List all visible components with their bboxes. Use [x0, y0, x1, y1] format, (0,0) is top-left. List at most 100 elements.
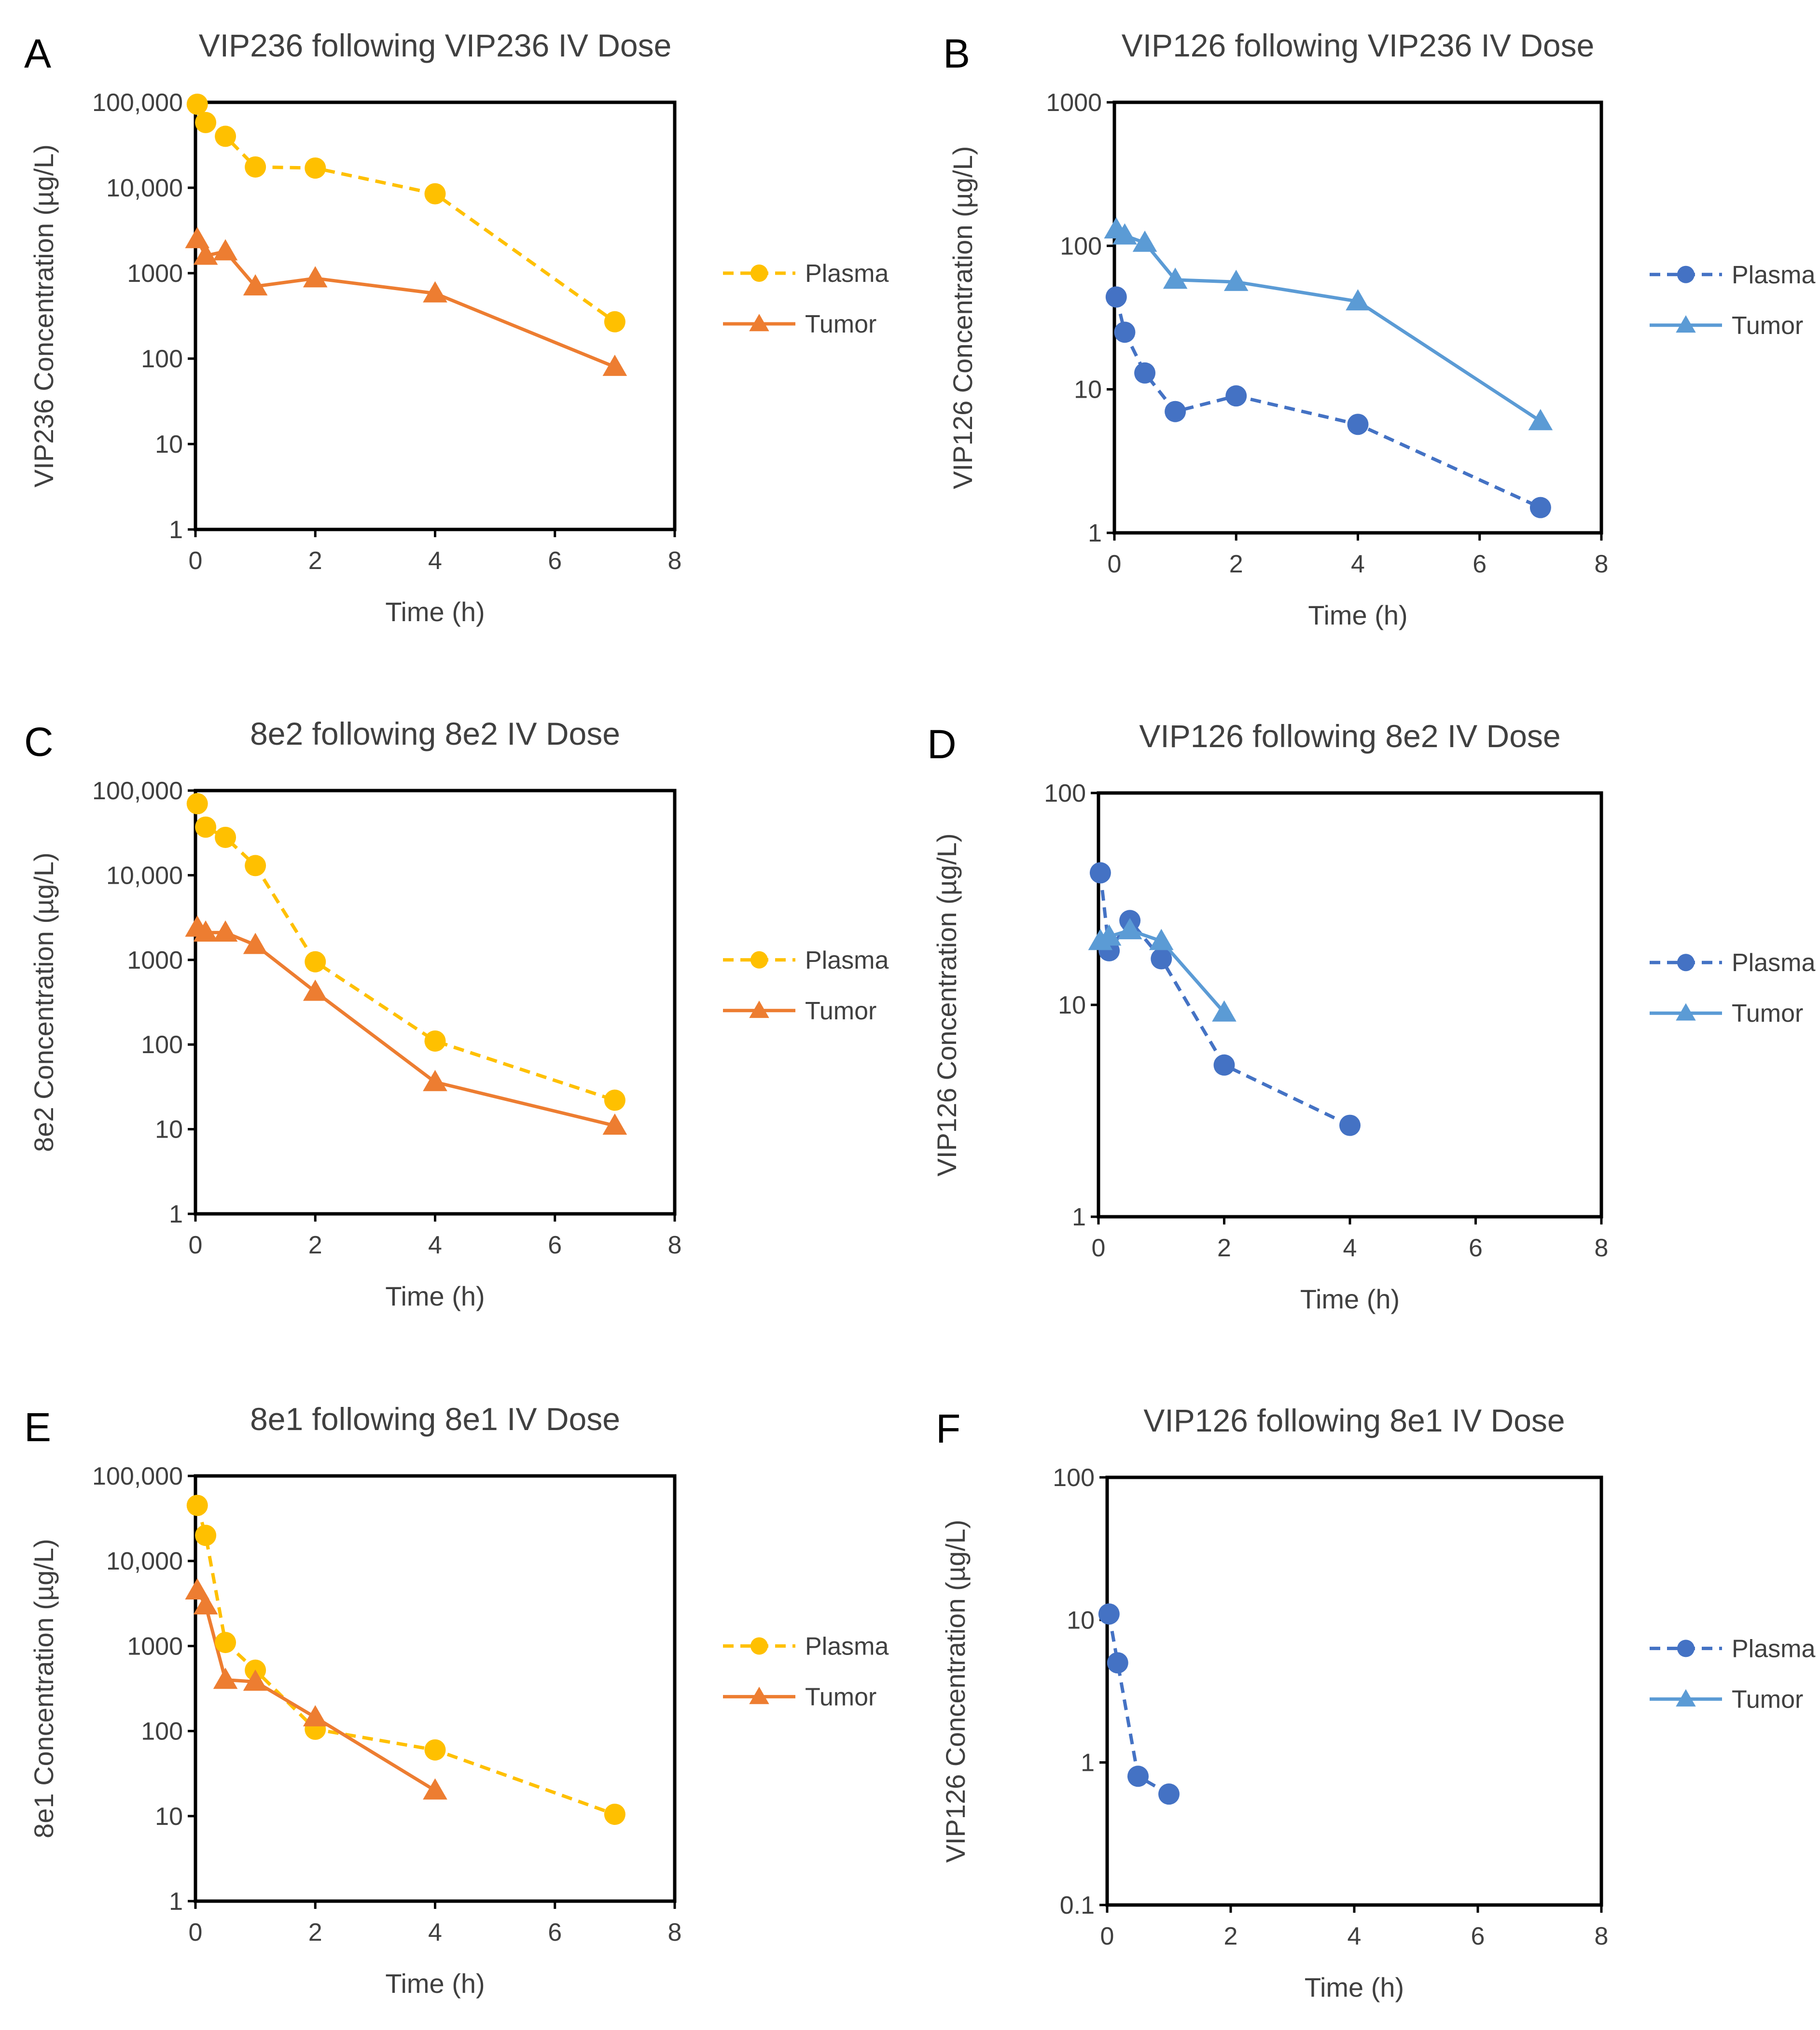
y-tick-label: 1000 — [127, 946, 183, 974]
data-point-plasma — [424, 183, 446, 205]
y-tick-label: 1 — [169, 516, 183, 544]
data-point-plasma — [1529, 497, 1551, 518]
panel-letter: D — [927, 722, 957, 767]
legend-label-plasma: Plasma — [1732, 1635, 1815, 1663]
data-point-plasma — [604, 311, 625, 333]
panel-letter: E — [24, 1404, 51, 1450]
data-point-tumor — [1223, 269, 1249, 291]
legend-marker-plasma — [750, 264, 768, 282]
x-axis-title: Time (h) — [385, 597, 485, 627]
x-axis-title: Time (h) — [1308, 600, 1407, 630]
data-point-plasma — [186, 793, 208, 815]
y-tick-label: 100,000 — [92, 1462, 183, 1490]
data-point-tumor — [303, 266, 328, 288]
data-point-plasma — [1105, 286, 1127, 308]
x-tick-label: 4 — [1343, 1234, 1357, 1262]
x-tick-label: 2 — [308, 547, 322, 575]
y-tick-label: 100 — [1044, 779, 1086, 807]
data-point-plasma — [186, 93, 208, 115]
legend-label-tumor: Tumor — [1732, 1000, 1803, 1028]
data-point-tumor — [185, 1578, 210, 1600]
x-axis-title: Time (h) — [1300, 1284, 1400, 1314]
x-tick-label: 6 — [1469, 1234, 1483, 1262]
legend-label-plasma: Plasma — [1732, 261, 1815, 289]
data-point-tumor — [1528, 409, 1553, 431]
data-point-tumor — [243, 1669, 268, 1691]
x-axis-title: Time (h) — [385, 1968, 485, 1999]
data-point-tumor — [602, 1113, 627, 1135]
data-point-plasma — [305, 157, 326, 179]
y-tick-label: 10,000 — [106, 862, 183, 890]
legend-label-plasma: Plasma — [805, 946, 889, 974]
data-point-tumor — [1112, 223, 1137, 245]
chart-title: VIP126 following 8e2 IV Dose — [1139, 718, 1560, 754]
legend-marker-tumor — [1676, 1689, 1696, 1707]
panel-letter: C — [24, 719, 54, 765]
legend-marker-plasma — [1677, 954, 1695, 972]
y-axis-title: VIP126 Concentration (µg/L) — [947, 146, 978, 489]
x-tick-label: 0 — [1108, 550, 1122, 578]
y-axis-title: 8e1 Concentration (µg/L) — [28, 1539, 59, 1838]
x-tick-label: 2 — [1224, 1922, 1238, 1950]
legend-marker-plasma — [750, 1637, 768, 1655]
x-tick-label: 6 — [548, 1231, 562, 1259]
plot-area — [1105, 1475, 1603, 1907]
x-tick-label: 0 — [189, 547, 203, 575]
plot-area — [1097, 791, 1603, 1219]
chart-title: VIP126 following VIP236 IV Dose — [1122, 28, 1595, 63]
y-tick-label: 10,000 — [106, 174, 183, 202]
legend-label-tumor: Tumor — [805, 1683, 876, 1711]
x-tick-label: 4 — [428, 547, 442, 575]
data-point-tumor — [303, 1705, 328, 1726]
y-tick-label: 10 — [1074, 376, 1102, 404]
y-tick-label: 100,000 — [92, 89, 183, 117]
legend-label-plasma: Plasma — [1732, 949, 1815, 977]
chart-title: 8e1 following 8e1 IV Dose — [250, 1401, 620, 1437]
panel-letter: F — [936, 1406, 960, 1451]
x-tick-label: 8 — [668, 547, 682, 575]
legend-label-tumor: Tumor — [1732, 1685, 1803, 1713]
x-tick-label: 2 — [308, 1231, 322, 1259]
x-tick-label: 2 — [1229, 550, 1243, 578]
y-tick-label: 1 — [169, 1200, 183, 1228]
legend-label-tumor: Tumor — [1732, 312, 1803, 340]
y-tick-label: 100 — [1060, 232, 1102, 260]
data-point-plasma — [1158, 1783, 1180, 1805]
data-point-tumor — [185, 227, 210, 249]
data-point-plasma — [1165, 401, 1186, 422]
data-point-tumor — [193, 1593, 218, 1615]
data-point-tumor — [243, 932, 268, 954]
chart-title: 8e2 following 8e2 IV Dose — [250, 716, 620, 751]
x-tick-label: 6 — [548, 547, 562, 575]
data-point-tumor — [423, 281, 447, 303]
data-point-tumor — [243, 274, 268, 296]
legend-marker-tumor — [1676, 1003, 1696, 1021]
x-tick-label: 0 — [1100, 1922, 1114, 1950]
data-point-plasma — [305, 951, 326, 973]
y-tick-label: 100 — [141, 1718, 183, 1746]
x-tick-label: 8 — [668, 1231, 682, 1259]
legend-marker-tumor — [749, 314, 769, 332]
y-tick-label: 0.1 — [1060, 1891, 1095, 1919]
legend-marker-plasma — [750, 951, 768, 969]
y-axis-title: VIP126 Concentration (µg/L) — [940, 1520, 971, 1863]
data-point-plasma — [195, 111, 217, 133]
panel-b: B VIP126 following VIP236 IV Dose 1 10 100 10… — [943, 28, 1815, 630]
data-point-plasma — [424, 1739, 446, 1761]
data-point-plasma — [1213, 1054, 1235, 1076]
panel-e: E 8e1 following 8e1 IV Dose 1 10 100 1000 10,0… — [24, 1401, 889, 1999]
y-tick-label: 1 — [1072, 1203, 1086, 1231]
data-point-plasma — [245, 156, 266, 178]
legend-label-plasma: Plasma — [805, 1632, 889, 1660]
chart-title: VIP236 following VIP236 IV Dose — [199, 28, 672, 63]
data-point-plasma — [215, 125, 236, 147]
x-tick-label: 0 — [189, 1231, 203, 1259]
data-point-plasma — [1134, 362, 1156, 384]
data-point-tumor — [1132, 230, 1157, 252]
y-tick-label: 1 — [1081, 1749, 1095, 1777]
data-point-tumor — [1117, 918, 1142, 940]
x-tick-label: 2 — [308, 1919, 322, 1947]
data-point-plasma — [1127, 1766, 1149, 1787]
y-tick-label: 10,000 — [106, 1547, 183, 1575]
